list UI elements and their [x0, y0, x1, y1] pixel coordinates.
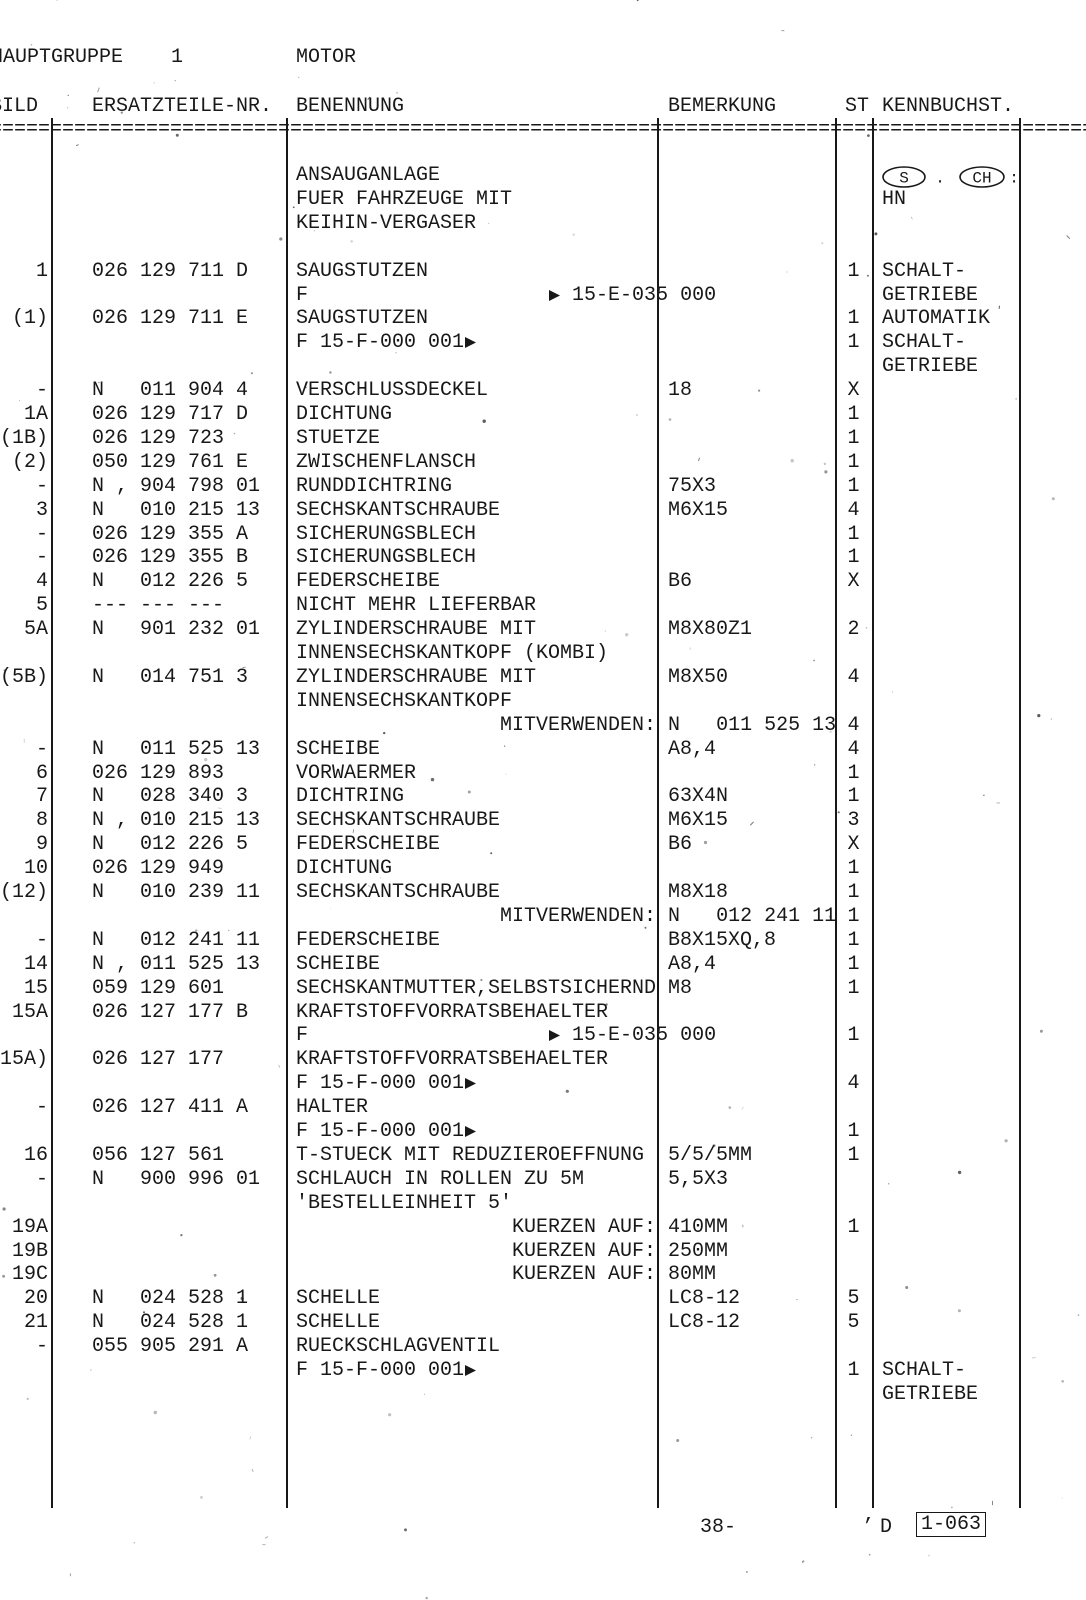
svg-text:CH: CH: [972, 170, 991, 188]
svg-text::: :: [1009, 170, 1019, 188]
svg-text:.: .: [935, 170, 945, 188]
svg-text:S: S: [899, 170, 909, 188]
